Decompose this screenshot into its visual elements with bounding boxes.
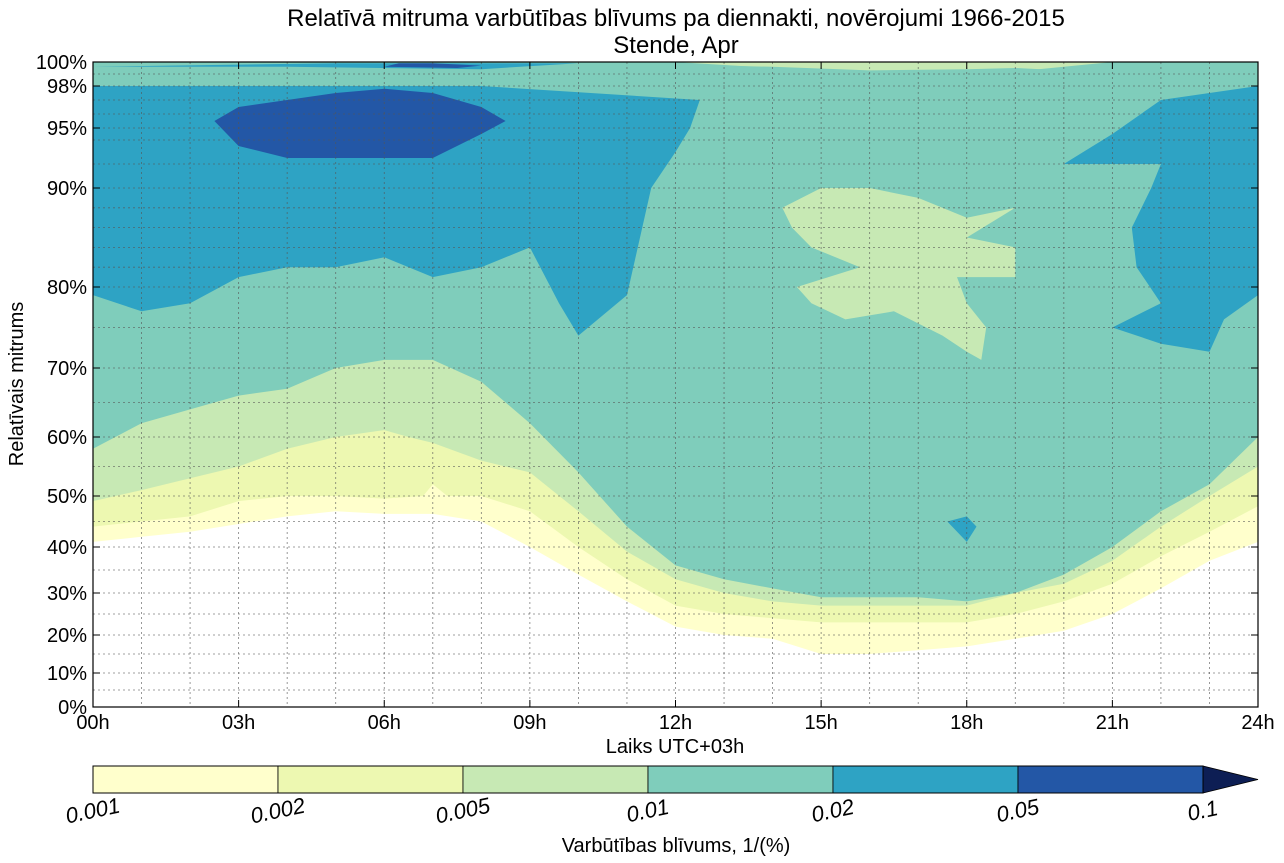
x-tick-label: 00h	[76, 712, 109, 734]
colorbar-bin	[462, 765, 649, 794]
y-tick-label: 0%	[58, 697, 87, 719]
colorbar-bin	[832, 765, 1019, 794]
chart-title: Relatīvā mitruma varbūtības blīvums pa d…	[287, 5, 1065, 32]
colorbar-tick-label: 0.005	[433, 792, 493, 828]
contour-region-7	[93, 86, 700, 336]
colorbar-bin	[647, 765, 834, 794]
y-tick-label: 90%	[47, 178, 87, 200]
y-tick-label: 10%	[47, 663, 87, 685]
contour-region-11	[782, 188, 1016, 360]
grid-lines	[93, 62, 1258, 707]
colorbar-tick-label: 0.02	[809, 794, 856, 827]
x-axis-label: Laiks UTC+03h	[606, 736, 744, 758]
y-tick-label: 98%	[47, 76, 87, 98]
y-tick-label: 50%	[47, 486, 87, 508]
y-axis-ticks: 0% 10% 20% 30% 40% 50% 60% 70% 80% 90% 95% 98%100%	[36, 52, 1258, 719]
colorbar-label: Varbūtības blīvums, 1/(%)	[562, 835, 791, 857]
y-tick-label: 40%	[47, 537, 87, 559]
y-tick-label: 70%	[47, 358, 87, 380]
y-tick-label: 100%	[36, 52, 87, 74]
contour-region-5	[675, 62, 1113, 77]
x-tick-label: 15h	[804, 712, 837, 734]
colorbar-tick-label: 0.01	[624, 794, 671, 827]
colorbar-bin	[92, 765, 279, 794]
y-tick-label: 95%	[47, 118, 87, 140]
colorbar	[92, 765, 1259, 794]
plot-area: 00h 03h 06h 09h 12h 15h 18h 21h 24h 0% 10% 20% 30% 4…	[36, 52, 1275, 734]
y-tick-label: 20%	[47, 625, 87, 647]
contour-region-13	[384, 63, 482, 68]
colorbar-ticks: 0.001 0.002 0.005 0.01 0.02 0.05 0.1	[63, 792, 1220, 828]
colorbar-tick-label: 0.05	[994, 794, 1042, 828]
x-tick-label: 09h	[513, 712, 546, 734]
x-tick-label: 06h	[368, 712, 401, 734]
chart-subtitle: Stende, Apr	[613, 32, 738, 59]
colorbar-extend-arrow	[1202, 765, 1259, 794]
colorbar-tick-label: 0.001	[63, 793, 122, 829]
contour-region-10	[947, 516, 977, 542]
colorbar-bin	[277, 765, 464, 794]
y-axis-label: Relatīvais mitrums	[6, 302, 28, 466]
colorbar-frame	[92, 765, 1204, 794]
colorbar-tick-label: 0.1	[1185, 795, 1220, 826]
colorbar-bin	[1017, 765, 1204, 794]
colorbar-tick-label: 0.002	[248, 793, 307, 829]
x-tick-label: 12h	[659, 712, 692, 734]
y-tick-label: 30%	[47, 583, 87, 605]
x-tick-label: 21h	[1096, 712, 1129, 734]
y-tick-label: 80%	[47, 277, 87, 299]
x-tick-label: 18h	[950, 712, 983, 734]
x-axis-ticks: 00h 03h 06h 09h 12h 15h 18h 21h 24h	[76, 62, 1275, 734]
contour-region-12	[214, 88, 506, 158]
x-tick-label: 03h	[222, 712, 255, 734]
y-tick-label: 60%	[47, 427, 87, 449]
x-tick-label: 24h	[1241, 712, 1274, 734]
